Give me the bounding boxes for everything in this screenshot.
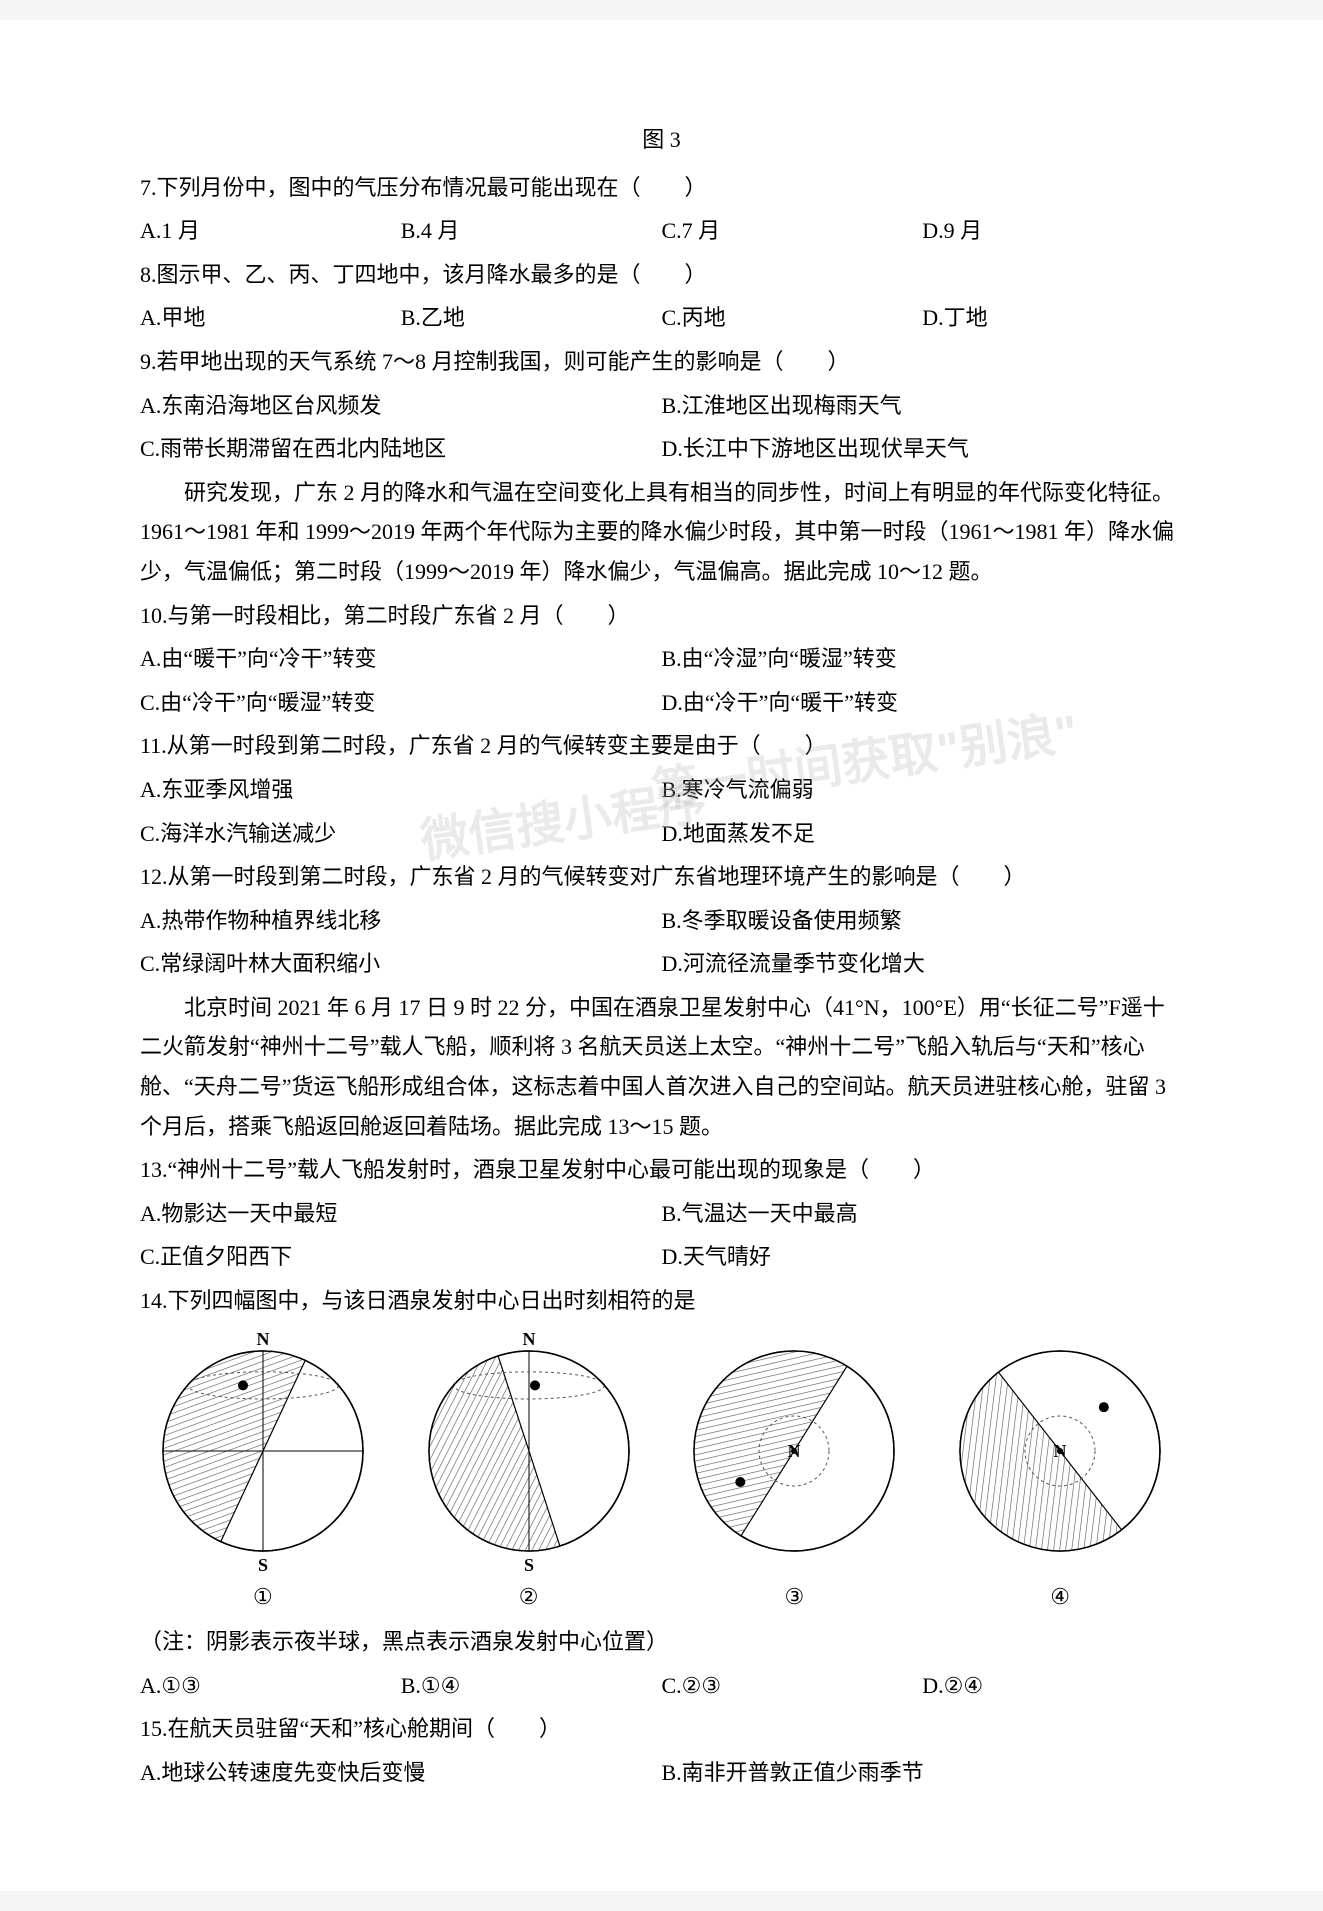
q8-opt-a: A.甲地 xyxy=(140,298,401,338)
q9-stem: 9.若甲地出现的天气系统 7～8 月控制我国，则可能产生的影响是（ ） xyxy=(140,342,1183,382)
q11-opt-a: A.东亚季风增强 xyxy=(140,770,662,810)
globe-1-label: ① xyxy=(140,1577,386,1617)
q10-stem: 10.与第一时段相比，第二时段广东省 2 月（ ） xyxy=(140,596,1183,636)
q8-opt-c: C.丙地 xyxy=(662,298,923,338)
globe-2-label: ② xyxy=(406,1577,652,1617)
q9-opt-d: D.长江中下游地区出现伏旱天气 xyxy=(662,429,1184,469)
svg-text:S: S xyxy=(524,1555,534,1571)
globe-1-svg: NS xyxy=(153,1331,373,1571)
q11-opt-d: D.地面蒸发不足 xyxy=(662,814,1184,854)
q12-options-row2: C.常绿阔叶林大面积缩小 D.河流径流量季节变化增大 xyxy=(140,944,1183,984)
q9-opt-b: B.江淮地区出现梅雨天气 xyxy=(662,386,1184,426)
q13-opt-a: A.物影达一天中最短 xyxy=(140,1194,662,1234)
q10-options-row1: A.由“暖干”向“冷干”转变 B.由“冷湿”向“暖湿”转变 xyxy=(140,639,1183,679)
q13-opt-c: C.正值夕阳西下 xyxy=(140,1237,662,1277)
q7-opt-c: C.7 月 xyxy=(662,211,923,251)
q10-opt-c: C.由“冷干”向“暖湿”转变 xyxy=(140,683,662,723)
q10-opt-d: D.由“冷干”向“暖干”转变 xyxy=(662,683,1184,723)
globe-3-label: ③ xyxy=(672,1577,918,1617)
q11-options-row2: C.海洋水汽输送减少 D.地面蒸发不足 xyxy=(140,814,1183,854)
svg-text:N: N xyxy=(522,1331,535,1349)
svg-text:S: S xyxy=(258,1555,268,1571)
q9-opt-a: A.东南沿海地区台风频发 xyxy=(140,386,662,426)
globe-2: NS ② xyxy=(406,1331,652,1617)
globe-4-label: ④ xyxy=(937,1577,1183,1617)
q8-opt-b: B.乙地 xyxy=(401,298,662,338)
q12-opt-a: A.热带作物种植界线北移 xyxy=(140,901,662,941)
exam-page: 微信搜小程序 第一时间获取"别浪" 图 3 7.下列月份中，图中的气压分布情况最… xyxy=(0,20,1323,1891)
globe-4-svg: N xyxy=(950,1331,1170,1571)
q15-stem: 15.在航天员驻留“天和”核心舱期间（ ） xyxy=(140,1709,1183,1749)
q7-opt-d: D.9 月 xyxy=(922,211,1183,251)
globe-3-svg: N xyxy=(684,1331,904,1571)
q9-options-row1: A.东南沿海地区台风频发 B.江淮地区出现梅雨天气 xyxy=(140,386,1183,426)
q11-opt-b: B.寒冷气流偏弱 xyxy=(662,770,1184,810)
q10-opt-a: A.由“暖干”向“冷干”转变 xyxy=(140,639,662,679)
q14-stem: 14.下列四幅图中，与该日酒泉发射中心日出时刻相符的是 xyxy=(140,1281,1183,1321)
passage-13-15: 北京时间 2021 年 6 月 17 日 9 时 22 分，中国在酒泉卫星发射中… xyxy=(140,988,1183,1146)
q13-options-row1: A.物影达一天中最短 B.气温达一天中最高 xyxy=(140,1194,1183,1234)
q14-opt-a: A.①③ xyxy=(140,1666,401,1706)
q14-opt-c: C.②③ xyxy=(662,1666,923,1706)
q10-options-row2: C.由“冷干”向“暖湿”转变 D.由“冷干”向“暖干”转变 xyxy=(140,683,1183,723)
q14-opt-b: B.①④ xyxy=(401,1666,662,1706)
svg-text:N: N xyxy=(256,1331,269,1349)
globe-3: N ③ xyxy=(672,1331,918,1617)
q12-stem: 12.从第一时段到第二时段，广东省 2 月的气候转变对广东省地理环境产生的影响是… xyxy=(140,857,1183,897)
q13-options-row2: C.正值夕阳西下 D.天气晴好 xyxy=(140,1237,1183,1277)
q15-opt-a: A.地球公转速度先变快后变慢 xyxy=(140,1753,662,1793)
globe-2-svg: NS xyxy=(419,1331,639,1571)
q13-stem: 13.“神州十二号”载人飞船发射时，酒泉卫星发射中心最可能出现的现象是（ ） xyxy=(140,1150,1183,1190)
q7-stem: 7.下列月份中，图中的气压分布情况最可能出现在（ ） xyxy=(140,168,1183,208)
q7-opt-b: B.4 月 xyxy=(401,211,662,251)
q14-opt-d: D.②④ xyxy=(922,1666,1183,1706)
figure-3-caption: 图 3 xyxy=(140,120,1183,160)
q12-opt-d: D.河流径流量季节变化增大 xyxy=(662,944,1184,984)
q8-opt-d: D.丁地 xyxy=(922,298,1183,338)
q15-opt-b: B.南非开普敦正值少雨季节 xyxy=(662,1753,1184,1793)
q12-opt-b: B.冬季取暖设备使用频繁 xyxy=(662,901,1184,941)
q9-options-row2: C.雨带长期滞留在西北内陆地区 D.长江中下游地区出现伏旱天气 xyxy=(140,429,1183,469)
q14-options: A.①③ B.①④ C.②③ D.②④ xyxy=(140,1666,1183,1706)
q13-opt-d: D.天气晴好 xyxy=(662,1237,1184,1277)
q7-opt-a: A.1 月 xyxy=(140,211,401,251)
q14-note: （注：阴影表示夜半球，黑点表示酒泉发射中心位置） xyxy=(140,1622,1183,1662)
q11-opt-c: C.海洋水汽输送减少 xyxy=(140,814,662,854)
globe-1: NS ① xyxy=(140,1331,386,1617)
q10-opt-b: B.由“冷湿”向“暖湿”转变 xyxy=(662,639,1184,679)
q11-options-row1: A.东亚季风增强 B.寒冷气流偏弱 xyxy=(140,770,1183,810)
q15-options-row1: A.地球公转速度先变快后变慢 B.南非开普敦正值少雨季节 xyxy=(140,1753,1183,1793)
passage-10-12: 研究发现，广东 2 月的降水和气温在空间变化上具有相当的同步性，时间上有明显的年… xyxy=(140,473,1183,592)
q12-opt-c: C.常绿阔叶林大面积缩小 xyxy=(140,944,662,984)
q7-options: A.1 月 B.4 月 C.7 月 D.9 月 xyxy=(140,211,1183,251)
q12-options-row1: A.热带作物种植界线北移 B.冬季取暖设备使用频繁 xyxy=(140,901,1183,941)
q11-stem: 11.从第一时段到第二时段，广东省 2 月的气候转变主要是由于（ ） xyxy=(140,726,1183,766)
q8-options: A.甲地 B.乙地 C.丙地 D.丁地 xyxy=(140,298,1183,338)
q13-opt-b: B.气温达一天中最高 xyxy=(662,1194,1184,1234)
q9-opt-c: C.雨带长期滞留在西北内陆地区 xyxy=(140,429,662,469)
globe-4: N ④ xyxy=(937,1331,1183,1617)
q14-globes: NS ① NS ② N ③ N ④ xyxy=(140,1331,1183,1617)
q8-stem: 8.图示甲、乙、丙、丁四地中，该月降水最多的是（ ） xyxy=(140,255,1183,295)
